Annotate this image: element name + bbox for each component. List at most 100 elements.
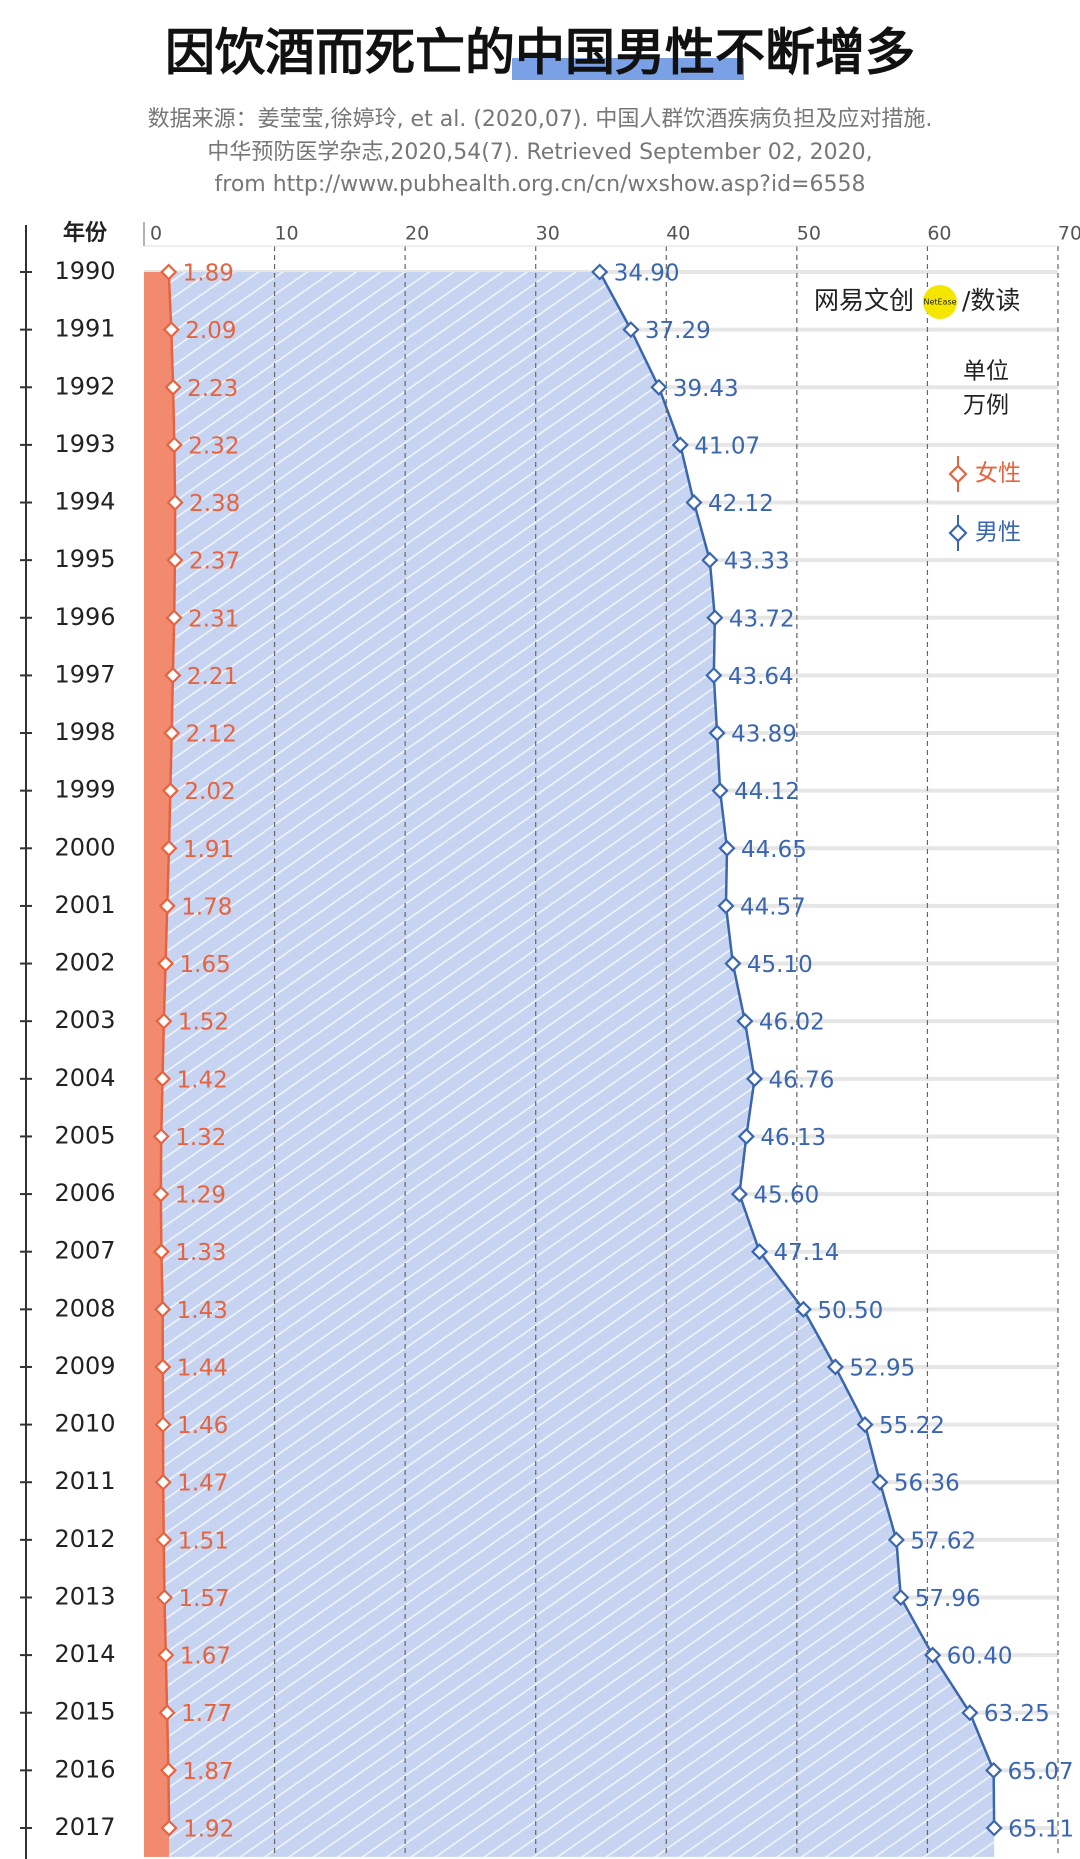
y-tick-label: 2015 (54, 1698, 115, 1726)
data-label: 39.43 (673, 376, 739, 402)
data-label: 2.12 (186, 722, 237, 748)
legend-marker (948, 464, 968, 484)
logo: 网易文创 NetEase /数读 (814, 285, 1020, 319)
marker (985, 1761, 1003, 1779)
y-tick-label: 2008 (54, 1294, 115, 1322)
y-tick-label: 1991 (54, 315, 115, 343)
y-tick-label: 2004 (54, 1064, 115, 1092)
data-label: 43.89 (731, 722, 797, 748)
data-label: 1.43 (177, 1298, 228, 1324)
data-label: 65.07 (1008, 1759, 1074, 1785)
data-label: 1.51 (178, 1528, 229, 1554)
marker (730, 1185, 748, 1203)
data-label: 43.72 (729, 606, 795, 632)
data-label: 1.91 (183, 837, 234, 863)
marker (158, 897, 176, 915)
plot: 1990 1991 1992 1993 1994 1995 1996 1997 1998 1999… (20, 222, 1080, 1859)
x-tick-label: 30 (536, 223, 560, 245)
source-line: 中华预防医学杂志,2020,54(7). Retrieved September… (207, 140, 872, 165)
marker (160, 839, 178, 857)
data-label: 46.76 (769, 1067, 835, 1093)
data-label: 2.38 (189, 491, 240, 517)
x-tick-label: 20 (405, 223, 429, 245)
marker (826, 1358, 844, 1376)
marker (155, 1012, 173, 1030)
y-tick-label: 2016 (54, 1755, 115, 1783)
data-label: 2.37 (189, 549, 240, 575)
marker (164, 666, 182, 684)
y-tick-label: 2002 (54, 949, 115, 977)
data-label: 1.47 (177, 1471, 228, 1497)
marker (736, 1012, 754, 1030)
data-label: 2.02 (184, 779, 235, 805)
data-label: 47.14 (774, 1240, 840, 1266)
legend-label: 女性 (975, 461, 1021, 487)
data-label: 1.67 (180, 1644, 231, 1670)
marker (152, 1243, 170, 1261)
logo-text: 网易文创 (814, 286, 914, 315)
marker (745, 1070, 764, 1088)
marker (154, 1473, 172, 1491)
y-tick-label: 2001 (54, 891, 115, 919)
data-label: 41.07 (694, 433, 760, 459)
marker (706, 609, 724, 627)
x-tick-label: 10 (274, 223, 298, 245)
axis-label: 年份 (63, 220, 108, 246)
data-label: 44.57 (740, 894, 806, 920)
y-tick-label: 1999 (54, 776, 115, 804)
x-tick-label: 40 (666, 223, 690, 245)
data-label: 1.52 (178, 1010, 229, 1036)
y-tick-label: 1997 (54, 660, 115, 688)
marker (717, 897, 735, 915)
data-label: 57.62 (910, 1528, 976, 1554)
marker (164, 378, 182, 396)
marker (163, 724, 181, 742)
chart-title: 因饮酒而死亡的中国男性不断增多 (165, 24, 915, 82)
marker (718, 839, 736, 857)
data-label: 52.95 (849, 1355, 915, 1381)
y-tick-label: 2014 (54, 1640, 115, 1668)
data-label: 43.64 (728, 664, 794, 690)
y-tick-label: 2012 (54, 1525, 115, 1553)
data-label: 46.02 (759, 1010, 825, 1036)
y-tick-label: 2000 (54, 833, 115, 861)
marker (924, 1646, 942, 1664)
marker (157, 1646, 175, 1664)
data-label: 1.32 (175, 1125, 226, 1151)
marker (622, 321, 640, 339)
y-tick-label: 1990 (54, 257, 115, 285)
data-label: 2.09 (185, 318, 236, 344)
y-tick-label: 1993 (54, 430, 115, 458)
y-tick-label: 2006 (54, 1179, 115, 1207)
data-label: 37.29 (645, 318, 711, 344)
marker (750, 1243, 769, 1261)
x-tick-label: 0 (150, 223, 162, 245)
data-label: 56.36 (894, 1471, 960, 1497)
data-label: 2.21 (187, 664, 238, 690)
line (159, 271, 177, 1829)
data-label: 65.11 (1008, 1817, 1074, 1843)
data-label: 45.60 (753, 1183, 819, 1209)
marker (154, 1416, 172, 1434)
marker (156, 955, 175, 973)
y-tick-label: 2011 (54, 1467, 115, 1495)
marker (856, 1416, 874, 1434)
unit-label: 万例 (963, 393, 1009, 419)
data-label: 2.23 (187, 376, 238, 402)
data-label: 2.32 (188, 433, 239, 459)
marker (871, 1473, 889, 1491)
data-label: 1.44 (177, 1355, 228, 1381)
unit-label: 单位 (963, 359, 1009, 385)
marker (166, 493, 184, 512)
marker (152, 1185, 170, 1203)
marker (160, 1819, 178, 1837)
data-label: 1.57 (178, 1586, 229, 1612)
marker (165, 609, 183, 627)
marker (701, 551, 719, 569)
data-label: 43.33 (724, 549, 790, 575)
marker (153, 1070, 172, 1088)
marker (162, 321, 180, 339)
y-tick-label: 1995 (54, 545, 115, 573)
y-tick-label: 1994 (54, 488, 115, 516)
